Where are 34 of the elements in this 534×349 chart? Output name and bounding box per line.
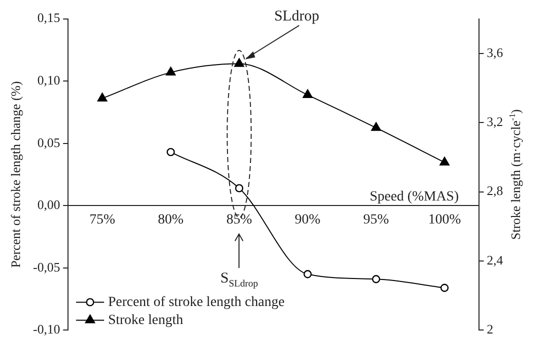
y-tick-label: 0,00 — [37, 197, 60, 212]
point — [440, 156, 450, 166]
legend-label: Percent of stroke length change — [108, 294, 285, 310]
y2-tick-label: 2 — [486, 322, 494, 337]
x-tick-label: 75% — [89, 212, 116, 228]
y2-tick-label: 2,8 — [486, 183, 503, 198]
y-tick-label: -0,05 — [32, 259, 60, 274]
point — [235, 184, 244, 192]
y2-axis-title: Stroke length (m·cycle-1) — [506, 109, 523, 240]
point — [304, 270, 312, 278]
y-tick-label: 0,15 — [37, 10, 60, 26]
x-tick-label: 80% — [158, 212, 184, 228]
point — [234, 58, 244, 67]
point — [371, 122, 382, 131]
y-axis-title: Percent of stroke length change (%) — [8, 81, 23, 268]
y-tick-label: 0,10 — [37, 72, 60, 88]
point — [440, 284, 449, 292]
y-tick-label: 0,05 — [37, 134, 60, 150]
x-tick-label: 85% — [226, 212, 252, 228]
point — [166, 148, 175, 156]
legend-label: Stroke length — [108, 312, 184, 328]
point — [302, 89, 313, 98]
x-tick-label: 90% — [294, 212, 321, 228]
y2-tick-label: 2,4 — [486, 252, 504, 268]
annotation: SLdrop — [274, 8, 320, 24]
y2-tick-label: 3,6 — [486, 44, 504, 60]
x-tick-label: 95% — [363, 212, 390, 228]
y-tick-label: -0,10 — [32, 322, 60, 337]
x-axis-title: Speed (%MAS) — [370, 190, 460, 205]
x-tick-label: 100% — [428, 212, 462, 228]
point — [97, 92, 108, 102]
y2-tick-label: 3,2 — [486, 114, 503, 130]
point — [372, 275, 380, 284]
point — [166, 66, 176, 76]
